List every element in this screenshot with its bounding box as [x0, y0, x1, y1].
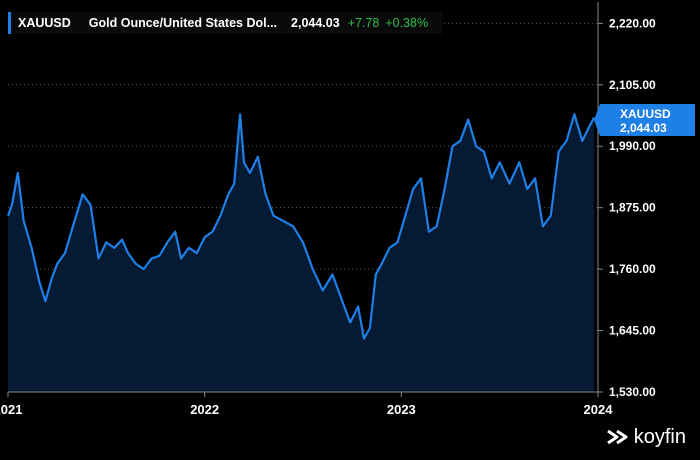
series-layer	[6, 113, 596, 392]
x-tick-label: 2023	[387, 402, 416, 417]
series-color-marker	[8, 12, 11, 34]
legend-name: Gold Ounce/United States Dol...	[88, 16, 278, 30]
koyfin-logo-icon	[606, 429, 628, 445]
price-tag-value: 2,044.03	[620, 121, 667, 135]
y-axis: 2,220.00 2,105.00 1,990.00 1,875.00 1,760.00…	[597, 2, 656, 399]
legend-symbol[interactable]: XAUUSD	[18, 16, 71, 30]
series-area	[8, 114, 595, 392]
koyfin-logo: koyfin	[605, 425, 686, 449]
series-line	[6, 113, 596, 340]
legend-last-price: 2,044.03	[291, 16, 340, 30]
x-tick-label: 2021	[0, 402, 22, 417]
price-tag-pointer	[594, 104, 600, 136]
y-tick-label: 1,875.00	[609, 201, 656, 215]
legend-change: +7.78	[347, 16, 380, 30]
y-tick-label: 2,105.00	[609, 78, 656, 92]
y-tick-label: 1,760.00	[609, 262, 656, 276]
chart-legend: XAUUSD Gold Ounce/United States Dol... 2…	[8, 12, 443, 34]
y-tick-label: 1,530.00	[609, 385, 656, 399]
price-tag: XAUUSD 2,044.03	[594, 104, 695, 136]
price-tag-symbol: XAUUSD	[620, 107, 671, 121]
legend-change-pct: +0.38%	[385, 16, 429, 30]
y-tick-label: 1,990.00	[609, 139, 656, 153]
x-tick-label: 2022	[190, 402, 219, 417]
y-tick-label: 1,645.00	[609, 324, 656, 338]
y-tick-label: 2,220.00	[609, 16, 656, 30]
x-axis: 2021 2022 2023 2024	[0, 391, 614, 417]
x-tick-label: 2024	[584, 402, 614, 417]
brand-label: koyfin	[633, 425, 686, 448]
price-tag-bg	[600, 104, 695, 136]
